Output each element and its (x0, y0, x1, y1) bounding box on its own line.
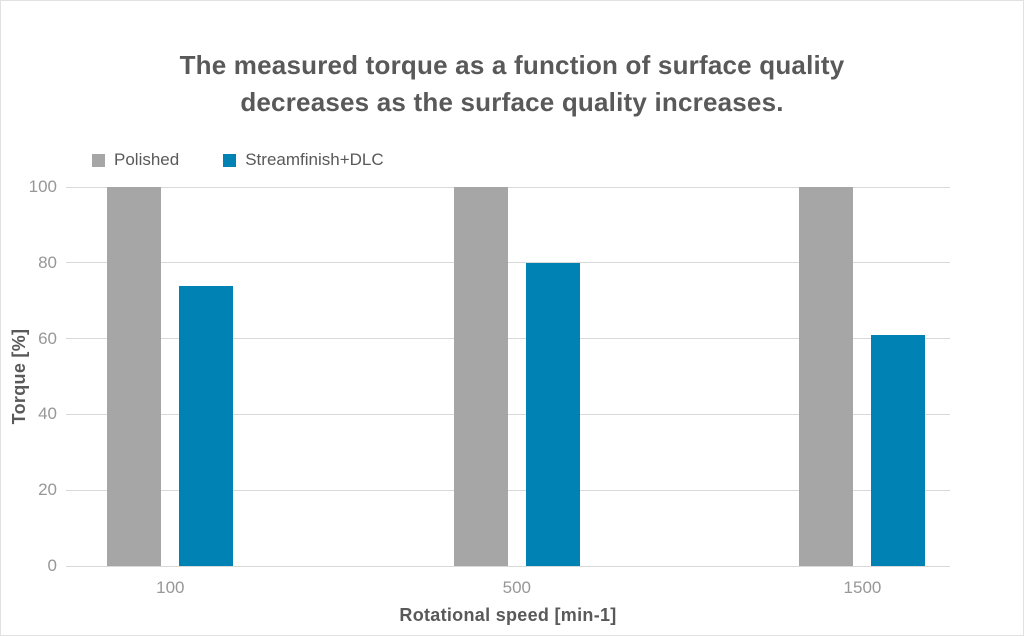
bar-group-500 (453, 187, 580, 566)
bar-group-100 (107, 187, 234, 566)
y-tick-label-0: 0 (47, 556, 57, 575)
bar-polished-100 (107, 187, 162, 566)
chart-title-line-2: decreases as the surface quality increas… (240, 87, 784, 117)
gridline-0 (66, 565, 950, 567)
chart-title: The measured torque as a function of sur… (1, 47, 1023, 121)
bar-streamfinish-dlc-1500 (871, 334, 926, 566)
bar-group-1500 (799, 187, 926, 566)
y-axis-title: Torque [%] (9, 328, 29, 425)
plot-area (66, 186, 950, 567)
y-tick-label-80: 80 (38, 252, 57, 272)
x-axis-title: Rotational speed [min-1] (399, 605, 617, 625)
x-tick-label-1500: 1500 (843, 578, 882, 597)
y-tick-label-100: 100 (28, 177, 57, 196)
legend-swatch-streamfinish-dlc (223, 153, 237, 167)
bar-polished-500 (453, 187, 508, 566)
x-tick-label-500: 500 (502, 578, 532, 597)
gridline-20 (66, 489, 950, 491)
gridline-40 (66, 413, 950, 415)
bar-streamfinish-dlc-500 (525, 262, 580, 566)
legend-item-streamfinish-dlc: Streamfinish+DLC (223, 150, 384, 170)
bar-streamfinish-dlc-100 (179, 285, 234, 566)
legend-label-streamfinish-dlc: Streamfinish+DLC (245, 150, 384, 169)
bar-polished-1500 (799, 187, 854, 566)
gridline-80 (66, 262, 950, 264)
legend-item-polished: Polished (92, 150, 179, 170)
x-tick-label-100: 100 (156, 578, 185, 597)
legend-swatch-polished (92, 153, 105, 167)
legend: Polished Streamfinish+DLC (92, 150, 384, 170)
chart-title-line-1: The measured torque as a function of sur… (179, 50, 845, 80)
y-tick-label-40: 40 (38, 404, 57, 424)
legend-label-polished: Polished (114, 150, 180, 169)
y-tick-label-60: 60 (38, 328, 57, 348)
y-tick-label-20: 20 (38, 480, 57, 500)
gridline-100 (66, 186, 950, 188)
gridline-60 (66, 338, 950, 340)
